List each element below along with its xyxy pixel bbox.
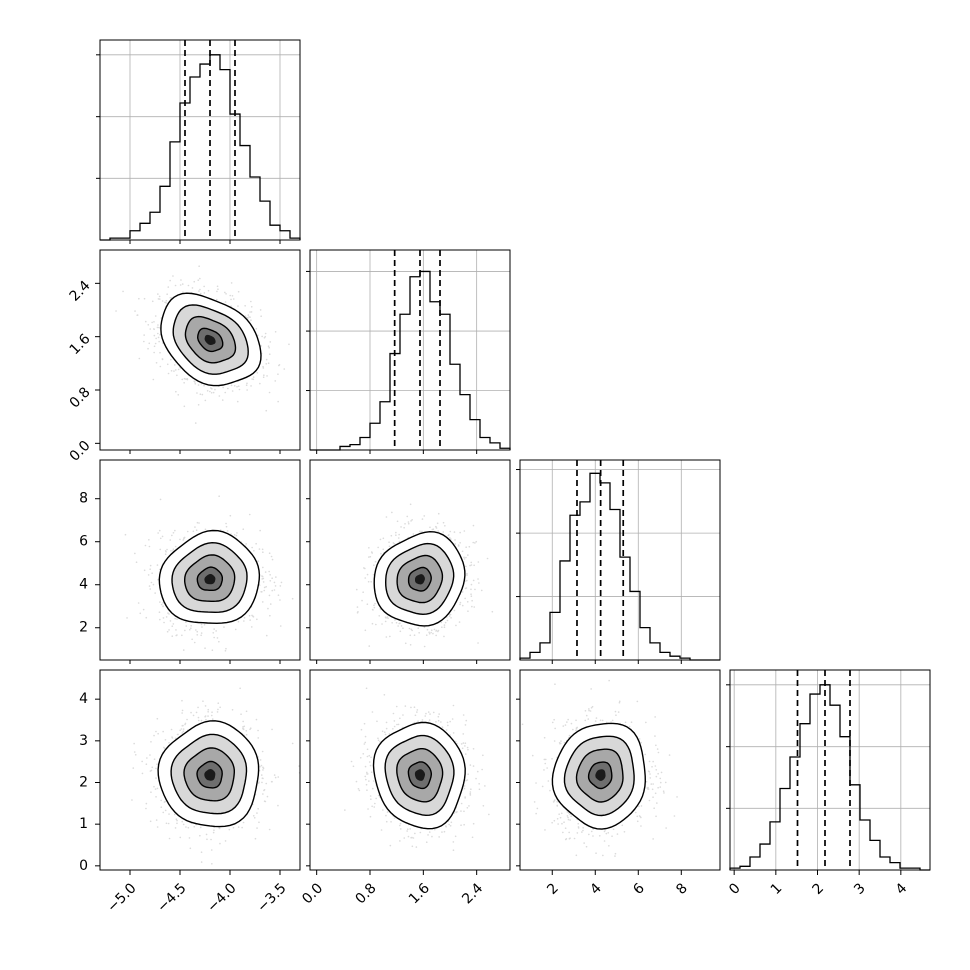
contour-line-0 [551,722,647,830]
y-tick-label: 2 [79,620,88,636]
contour-line-0 [160,292,262,387]
density-panel-2-1 [309,459,511,661]
density-panel-2-0 [99,459,301,661]
histogram-series-2 [519,472,720,661]
contour-line-0 [372,721,466,830]
density-core [414,769,425,781]
x-tick-label: 3 [851,880,869,898]
y-tick-label: 0.8 [67,384,94,411]
contour-line-3 [587,761,613,790]
y-tick-label: 8 [79,491,88,507]
panel-content [344,687,490,851]
panel-frame [309,459,511,661]
x-tick-label: 0.8 [353,880,380,907]
x-tick-label: 6 [630,880,648,898]
contour-line-2 [575,748,624,803]
panel-content [521,679,678,857]
contour-line-1 [170,733,248,815]
x-tick-label: 4 [893,880,911,898]
density-core [204,574,216,585]
contour-line-3 [407,761,432,790]
hist-panel-2 [516,459,721,661]
y-tick-label: 2 [79,775,88,791]
contour-line-3 [407,566,432,592]
x-tick-label: 1.6 [406,880,433,907]
y-tick-label: 4 [79,577,88,593]
panel-content [115,265,290,424]
y-tick-label: 2.4 [67,278,94,305]
panel-frame [729,669,931,871]
contour-line-0 [157,720,260,828]
contour-line-1 [563,735,635,817]
density-panel-3-2 [519,669,721,871]
panel-content [124,495,294,652]
x-tick-label: 0.0 [299,880,326,907]
panel-frame [309,249,511,451]
x-tick-label: −4.0 [204,880,239,915]
x-tick-label: −3.5 [254,880,289,915]
contour-line-1 [172,304,249,375]
x-tick-label: 2.4 [459,880,486,907]
panel-frame [99,669,301,871]
contour-line-2 [184,315,237,364]
panel-content [355,503,494,648]
density-panel-3-0 [99,669,301,871]
x-tick-label: 4 [587,880,605,898]
contour-line-2 [396,554,444,604]
contour-line-3 [196,760,223,789]
contour-line-2 [396,748,444,803]
hist-panel-1 [306,249,511,451]
panel-frame [309,669,511,871]
panel-frame [519,669,721,871]
density-panel-1-0 [99,249,301,451]
panel-frame [99,39,301,241]
contour-line-3 [196,566,223,591]
x-tick-label: 1 [768,880,786,898]
hist-panel-0 [96,39,301,241]
y-tick-label: 0.0 [67,438,94,465]
x-tick-label: 8 [673,880,691,898]
y-tick-label: 0 [79,858,88,874]
panel-frame [99,459,301,661]
x-tick-label: 0 [726,880,744,898]
contour-line-3 [196,327,224,353]
x-tick-label: 2 [544,880,562,898]
contour-line-1 [384,734,455,817]
y-tick-label: 6 [79,534,88,550]
density-core [204,334,216,345]
y-tick-label: 3 [79,733,88,749]
density-core [595,769,606,781]
histogram-series-1 [310,270,511,451]
density-core [415,574,425,585]
density-core [204,769,216,781]
contour-line-1 [171,541,248,614]
panel-content [131,687,300,865]
density-panel-3-1 [309,669,511,871]
x-tick-label: −5.0 [104,880,139,915]
contour-line-2 [183,747,235,802]
panel-frame [519,459,721,661]
x-tick-label: −4.5 [154,880,189,915]
contour-line-0 [373,530,466,627]
hist-panel-3 [726,669,931,871]
contour-line-2 [184,554,236,602]
y-tick-label: 1 [79,816,88,832]
contour-line-0 [158,529,261,625]
contour-line-1 [384,542,455,616]
panel-frame [99,249,301,451]
histogram-series-0 [100,54,301,241]
histogram-series-3 [729,684,930,871]
y-tick-label: 1.6 [67,331,94,358]
y-tick-label: 4 [79,691,88,707]
x-tick-label: 2 [809,880,827,898]
